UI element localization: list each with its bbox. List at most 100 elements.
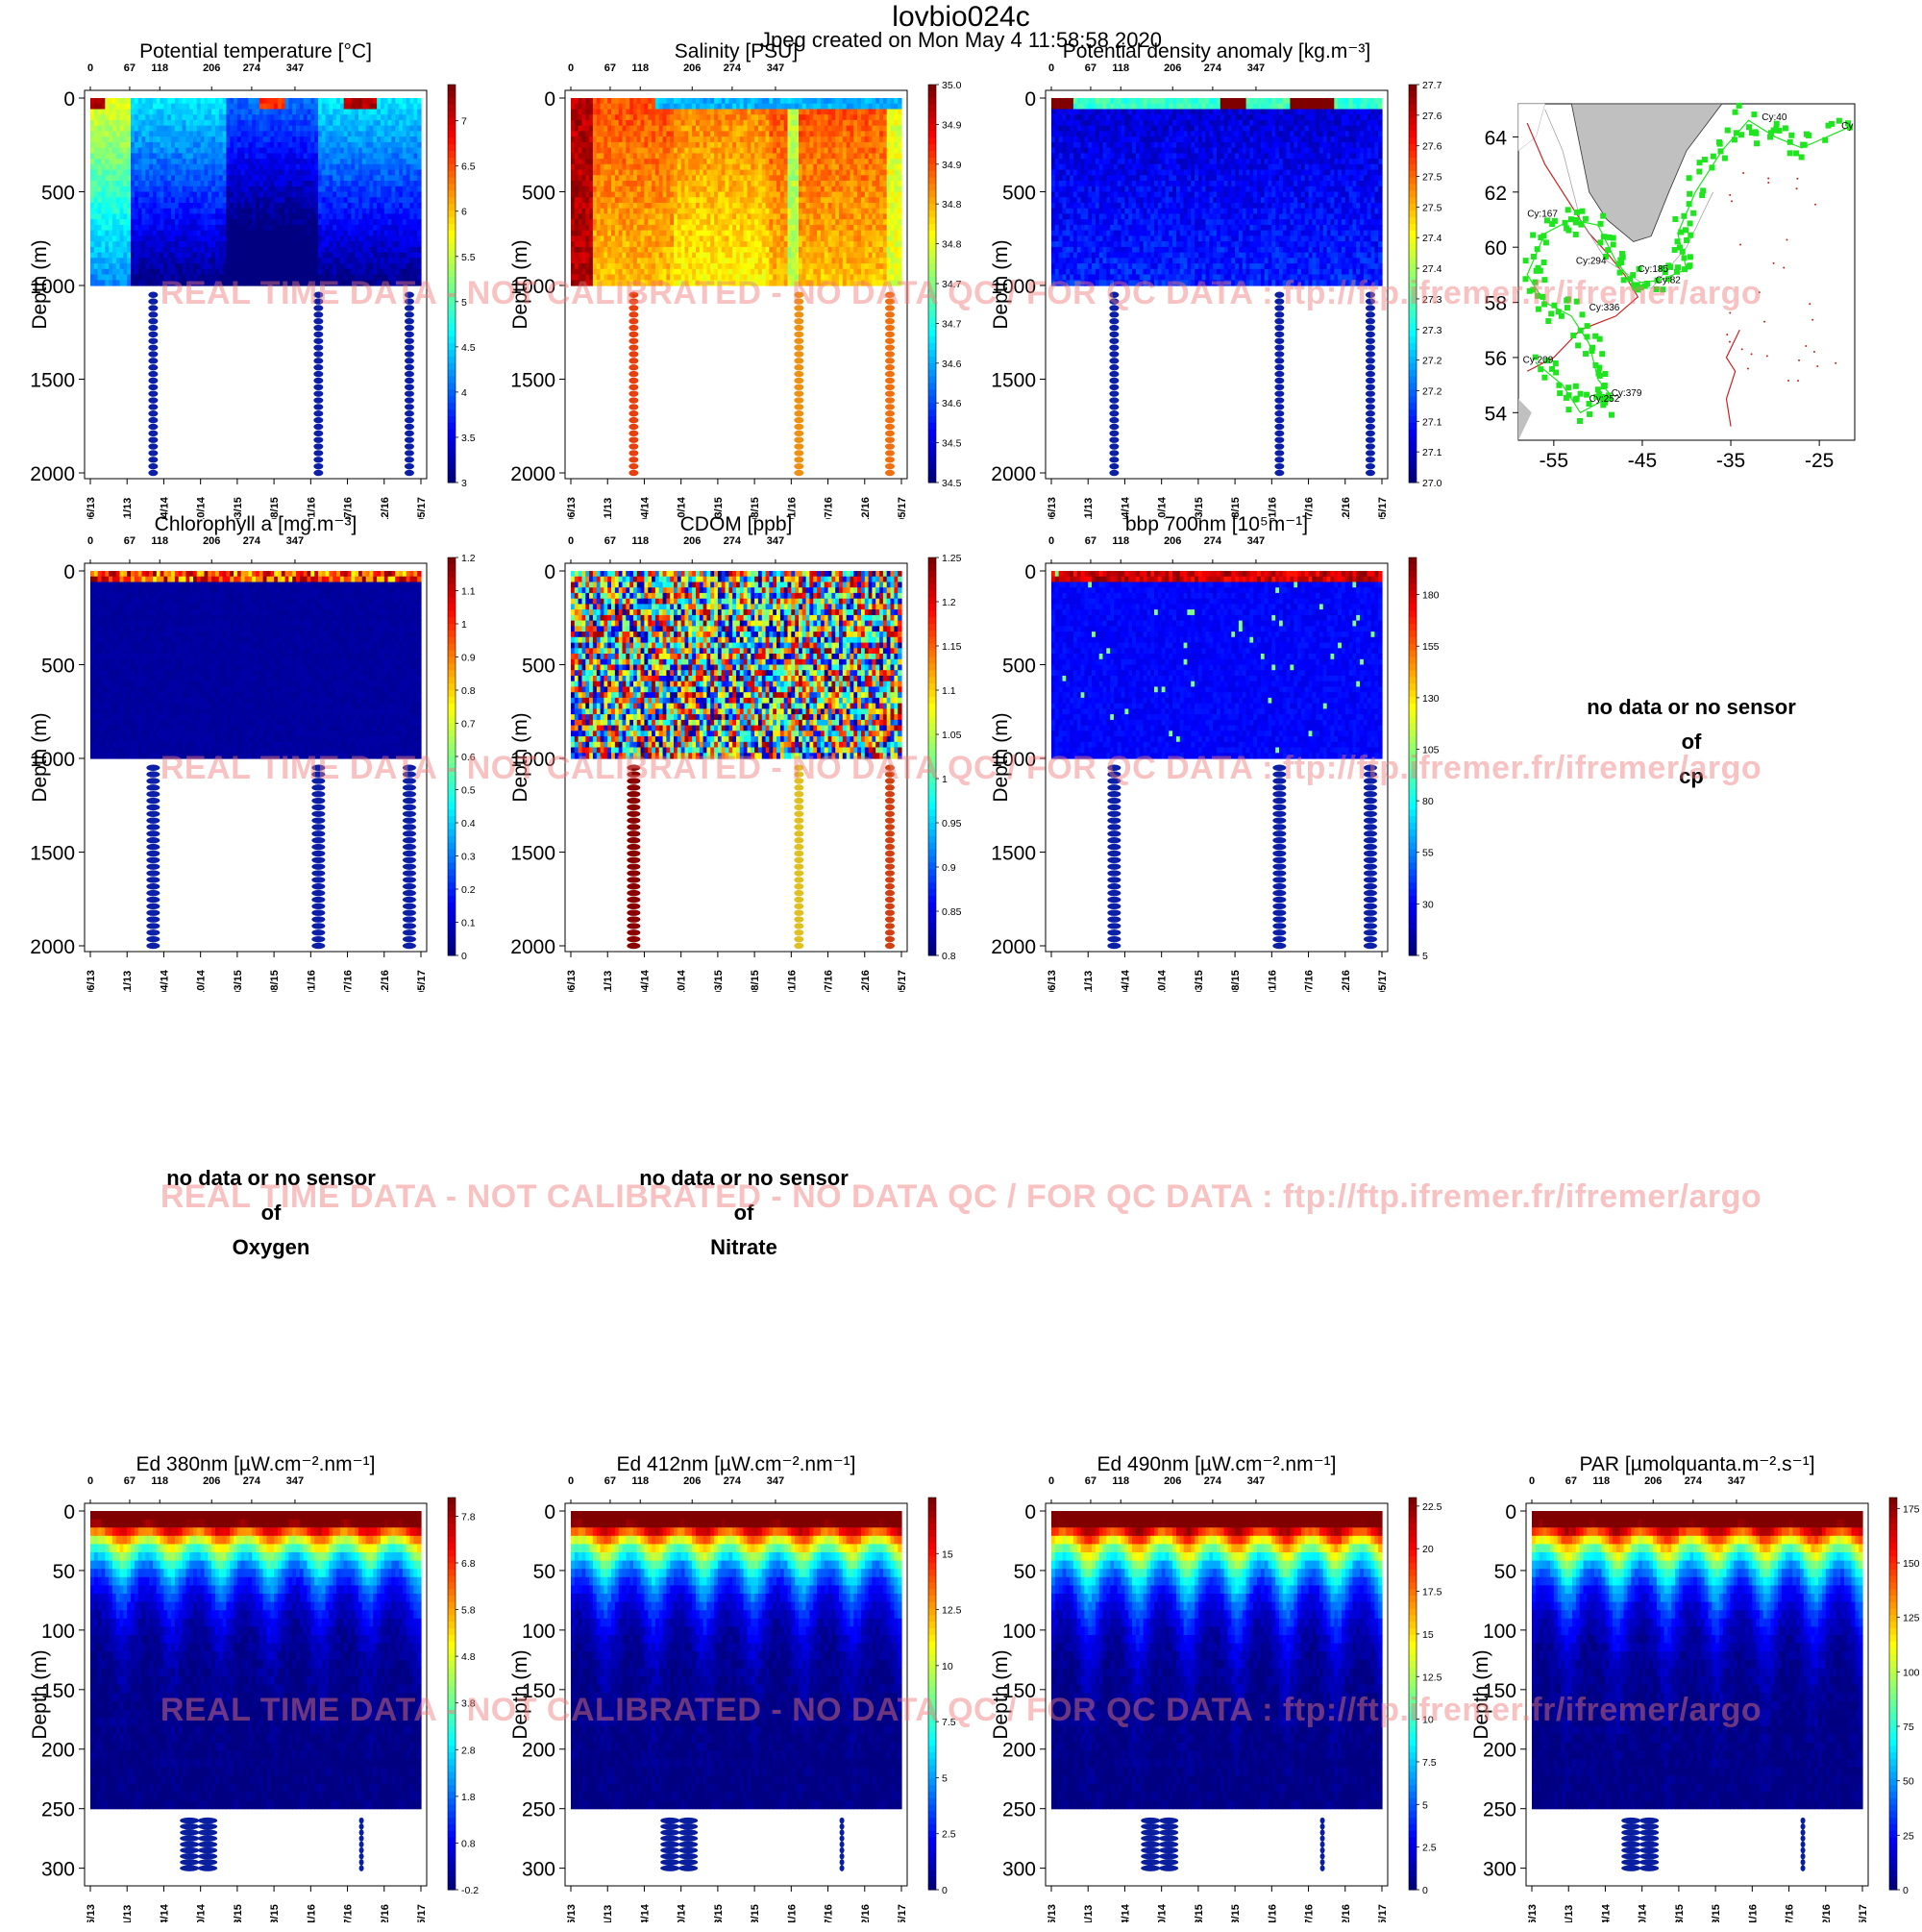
ed490-xtick: 14/03/15 (1194, 1904, 1205, 1922)
ed490-xtick: 26/01/16 (1267, 1904, 1278, 1922)
ed380-xtick: 14/03/15 (233, 1904, 244, 1922)
cdom-xtick: 30/04/14 (639, 969, 651, 992)
temp-ytick: 0 (63, 88, 75, 111)
bbp-xtick: 14/03/15 (1194, 970, 1205, 992)
sal-colorbar-tick: 34.67 (942, 359, 961, 370)
ed490-cycle-tick: 274 (1204, 1475, 1222, 1487)
ed412-ytick: 200 (522, 1740, 555, 1762)
chla-xtick: 06/10/14 (196, 969, 208, 992)
dens-colorbar-tick: 27.74 (1422, 80, 1442, 91)
cdom-xtick: 17/05/17 (897, 970, 908, 992)
bbp-xtick: 06/10/14 (1157, 969, 1169, 992)
chla-cycle-tick: 347 (286, 535, 304, 547)
ed490-cycle-tick: 118 (1112, 1475, 1129, 1487)
ed412-colorbar-tick: 12.5 (942, 1605, 961, 1617)
ed412-xtick: 20/08/15 (750, 1904, 761, 1922)
bbp-colorbar-tick: 5 (1422, 951, 1428, 962)
cdom-colorbar-tick: 1.1 (942, 685, 956, 697)
ed490-cycle-tick: 347 (1247, 1475, 1265, 1487)
par-cycle-tick: 118 (1592, 1475, 1610, 1487)
bbp-cycle-tick: 274 (1204, 535, 1222, 547)
ed412-xtick: 30/04/14 (639, 1903, 651, 1922)
dens-colorbar-tick: 27.69 (1422, 111, 1442, 122)
ed412-xtick: 03/07/16 (824, 1904, 835, 1922)
ed380-colorbar-tick: 0.8 (461, 1838, 476, 1849)
par-colorbar-tick: 125 (1903, 1613, 1920, 1624)
chla-colorbar-tick: 1 (461, 619, 467, 631)
ed412-ytick: 300 (522, 1859, 555, 1881)
ed490-xtick: 16/06/13 (1047, 1904, 1058, 1922)
bbp-colorbar-tick: 155 (1422, 641, 1440, 653)
ed412-colorbar-tick: 2.5 (942, 1829, 956, 1841)
ed490-cycle-tick: 0 (1048, 1475, 1054, 1487)
par-ytick: 200 (1483, 1740, 1516, 1762)
ed490-title: Ed 490nm [µW.cm⁻².nm⁻¹] (1097, 1453, 1337, 1475)
ed490-xtick: 17/05/17 (1377, 1904, 1389, 1922)
ed412-ytick: 250 (522, 1799, 555, 1821)
ed380-colorbar-tick: 2.8 (461, 1745, 476, 1756)
bbp-ytick: 0 (1024, 561, 1036, 583)
sal-colorbar-tick: 34.62 (942, 398, 961, 409)
ed380-xtick: 03/07/16 (343, 1904, 355, 1922)
cdom-ytick: 1500 (510, 843, 555, 865)
par-colorbar-tick: 100 (1903, 1667, 1920, 1678)
chla-colorbar-tick: 0.3 (461, 852, 476, 863)
map-cycle-label: Cy:40 (1762, 112, 1787, 123)
bbp-xtick: 17/05/17 (1377, 970, 1389, 992)
par-ytick: 50 (1494, 1561, 1516, 1583)
cdom-colorbar-tick: 0.85 (942, 906, 961, 918)
chla-xtick: 17/05/17 (416, 970, 428, 992)
par-xtick: 26/01/16 (1747, 1904, 1759, 1922)
par-xtick: 16/06/13 (1527, 1904, 1539, 1922)
ed490-xtick: 20/08/15 (1230, 1904, 1242, 1922)
dens-cycle-tick: 274 (1204, 62, 1222, 74)
temp-ytick: 2000 (30, 463, 75, 485)
bbp-colorbar-tick: 80 (1422, 796, 1434, 807)
ed412-ytick: 0 (544, 1501, 555, 1523)
ed490-colorbar-tick: 12.5 (1422, 1672, 1442, 1683)
map-xtick: -35 (1716, 450, 1745, 472)
dens-colorbar-tick: 27.09 (1422, 478, 1442, 489)
bbp-cycle-tick: 118 (1112, 535, 1129, 547)
sal-colorbar-tick: 34.52 (942, 478, 961, 489)
cdom-colorbar-tick: 1.25 (942, 553, 961, 564)
temp-cycle-tick: 0 (87, 62, 93, 74)
par-cycle-tick: 0 (1529, 1475, 1535, 1487)
chla-colorbar-tick: 0 (461, 951, 467, 962)
chla-ytick: 1500 (30, 843, 75, 865)
sal-cycle-tick: 206 (683, 62, 701, 74)
chla-xtick: 20/08/15 (269, 970, 281, 992)
cdom-cycle-tick: 347 (767, 535, 784, 547)
ed490-colorbar-tick: 15 (1422, 1629, 1434, 1641)
ed380-ytick: 200 (41, 1740, 75, 1762)
sal-ytick: 0 (544, 88, 555, 111)
ed412-cycle-tick: 67 (604, 1475, 616, 1487)
ed412-xtick: 16/06/13 (566, 1904, 578, 1922)
ed380-title: Ed 380nm [µW.cm⁻².nm⁻¹] (136, 1453, 376, 1475)
temp-title: Potential temperature [°C] (139, 40, 372, 62)
par-cycle-tick: 274 (1685, 1475, 1703, 1487)
watermark-row1: REAL TIME DATA - NOT CALIBRATED - NO DAT… (0, 275, 1922, 312)
ed490-xtick: 30/04/14 (1120, 1903, 1131, 1922)
chla-xtick: 14/03/15 (233, 970, 244, 992)
bbp-ytick: 2000 (991, 936, 1036, 958)
cdom-colorbar-tick: 1.15 (942, 641, 961, 653)
dens-title: Potential density anomaly [kg.m⁻³] (1063, 40, 1370, 62)
sal-colorbar-tick: 34.87 (942, 199, 961, 211)
temp-cycle-tick: 118 (151, 62, 168, 74)
chla-colorbar-tick: 0.7 (461, 719, 476, 731)
sal-ytick: 2000 (510, 463, 555, 485)
map-ytick: 64 (1485, 127, 1508, 149)
ed380-ytick: 100 (41, 1621, 75, 1643)
par-xtick: 20/08/15 (1711, 1904, 1722, 1922)
sal-colorbar-tick: 35.02 (942, 80, 961, 91)
dens-colorbar-tick: 27.34 (1422, 325, 1442, 336)
map-ytick: 54 (1485, 403, 1508, 425)
dens-cycle-tick: 206 (1164, 62, 1181, 74)
cdom-cycle-tick: 67 (604, 535, 616, 547)
ed490-colorbar-tick: 17.5 (1422, 1587, 1442, 1598)
par-cycle-tick: 67 (1565, 1475, 1577, 1487)
ed380-ytick: 50 (53, 1561, 75, 1583)
ed412-colorbar-tick: 5 (942, 1772, 948, 1784)
temp-ytick: 1500 (30, 370, 75, 392)
